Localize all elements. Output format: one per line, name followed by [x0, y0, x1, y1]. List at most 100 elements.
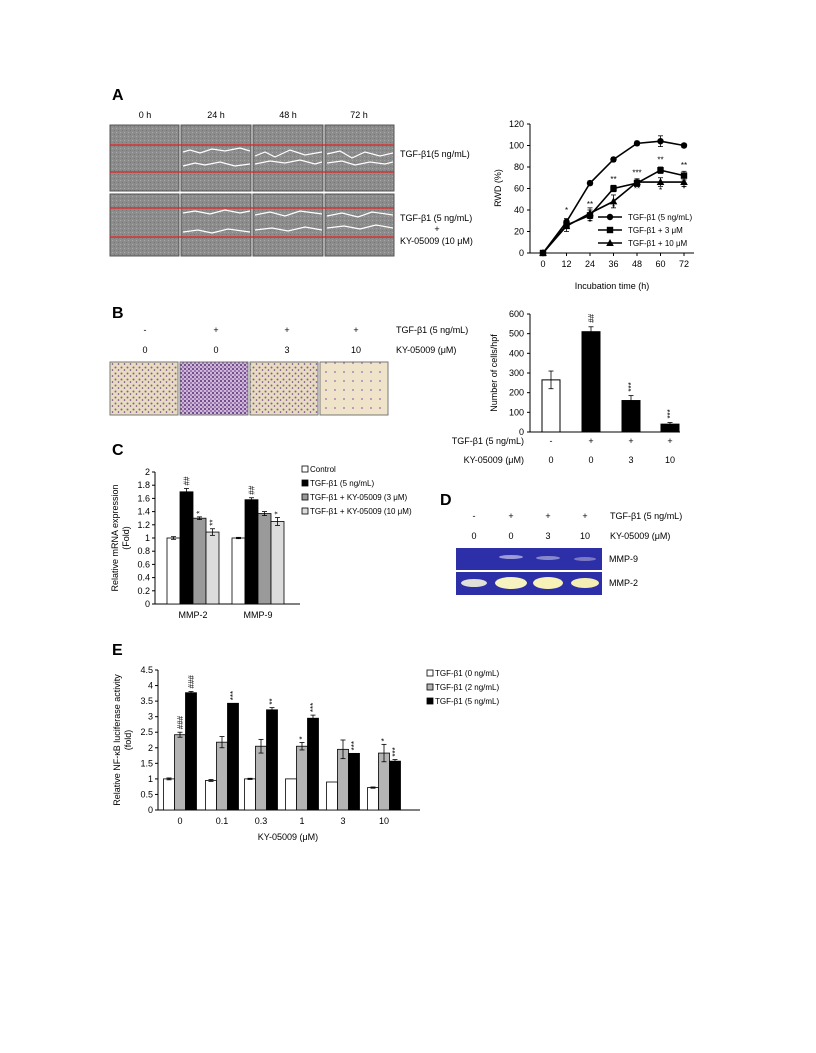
d-tgf-sign-3: + [545, 511, 550, 521]
significance-label: * [380, 738, 389, 741]
legend-swatch [301, 465, 309, 473]
ky-dose: 0 [548, 455, 553, 465]
y-tick-label: 100 [509, 141, 524, 151]
y-tick-label: 3.5 [140, 696, 153, 706]
significance-label: ## [587, 313, 596, 322]
bar [185, 692, 197, 811]
significance-label: *** [229, 691, 238, 700]
y-axis-label-2: (fold) [123, 730, 133, 751]
x-tick-label: 60 [655, 259, 665, 269]
data-point [610, 156, 617, 163]
transwell-micrographs: - + + + TGF-β1 (5 ng/mL) 0 0 3 10 KY-050… [109, 325, 468, 416]
row2-treatment-label-2: + [434, 224, 439, 234]
category-label: 1 [299, 816, 304, 826]
y-tick-label: 200 [509, 388, 524, 398]
data-point [562, 222, 571, 230]
y-tick-label: 4 [148, 681, 153, 691]
nfkb-luciferase-bar-chart: Relative NF-κB luciferase activity (fold… [112, 665, 500, 842]
legend-label: Control [310, 465, 336, 474]
gel-bands [461, 555, 599, 589]
data-point [539, 249, 547, 256]
wound-healing-micrographs: 0 h 24 h 48 h 72 h [109, 110, 473, 257]
y-tick-label: 0.6 [137, 559, 150, 569]
y-tick-label: 500 [509, 329, 524, 339]
bar [231, 537, 246, 605]
micrograph-r1-0h [109, 124, 180, 192]
category-label: MMP-2 [179, 610, 208, 620]
significance-label: ** [657, 156, 663, 165]
band-label-mmp2: MMP-2 [609, 578, 638, 588]
wound-edge-lines [110, 144, 394, 238]
panel-letter-c: C [112, 442, 124, 459]
b-ky-dose-4: 10 [351, 345, 361, 355]
significance-label: *** [666, 409, 675, 418]
significance-label: ## [248, 485, 257, 494]
mmp9-band-lane-3 [536, 556, 560, 560]
significance-label: * [682, 185, 685, 194]
x-tick-label: 72 [679, 259, 689, 269]
y-tick-label: 20 [514, 227, 524, 237]
y-tick-label: 2.5 [140, 727, 153, 737]
x-tick-label: 48 [632, 259, 642, 269]
b-chart-tgf-label: TGF-β1 (5 ng/mL) [452, 436, 524, 446]
ky-dose: 10 [665, 455, 675, 465]
data-point [586, 209, 594, 217]
y-tick-label: 1.6 [137, 493, 150, 503]
significance-label: * [659, 186, 662, 195]
d-tgf-sign-4: + [582, 511, 587, 521]
y-tick-label: 1 [145, 533, 150, 543]
data-point [657, 138, 664, 145]
micrograph-r1-72h [324, 124, 395, 192]
transwell-image-3 [249, 361, 319, 416]
y-tick-label: 4.5 [140, 665, 153, 675]
y-tick-label: 1.2 [137, 520, 150, 530]
bar [348, 752, 360, 811]
mmp9-band-lane-4 [574, 557, 596, 561]
panel-letter-d: D [440, 492, 452, 509]
micrograph-r1-48h [252, 124, 324, 192]
legend-swatch [426, 697, 434, 705]
time-label-48h: 48 h [279, 110, 297, 120]
b-ky-label: KY-05009 (μM) [396, 345, 456, 355]
legend-marker [606, 239, 614, 246]
data-point [657, 167, 664, 174]
significance-label: * [196, 511, 205, 514]
y-axis-label: RWD (%) [493, 169, 503, 207]
legend-marker [606, 213, 614, 221]
significance-label: * [565, 206, 568, 215]
y-tick-label: 0.8 [137, 546, 150, 556]
y-tick-label: 0.2 [137, 586, 150, 596]
y-tick-label: 2 [148, 743, 153, 753]
mmp9-band-lane-2 [499, 555, 523, 559]
band-label-mmp9: MMP-9 [609, 554, 638, 564]
mmp2-band-lane-1 [461, 579, 487, 587]
b-tgf-sign-3: + [284, 325, 289, 335]
y-tick-label: 120 [509, 119, 524, 129]
significance-label: * [612, 203, 615, 212]
y-tick-label: 40 [514, 205, 524, 215]
micrograph-r2-0h [109, 193, 180, 257]
gel-mmp2-lane-block [456, 572, 602, 595]
bar [266, 709, 278, 811]
mmp2-band-lane-2 [495, 577, 527, 589]
y-tick-label: 1.8 [137, 480, 150, 490]
b-tgf-sign-1: - [144, 325, 147, 335]
bar [389, 760, 401, 811]
rwd-line-chart: RWD (%) Incubation time (h) 0 20 40 60 80 100… [493, 119, 694, 291]
y-tick-label: 0 [148, 805, 153, 815]
data-point [609, 197, 618, 205]
tgf-sign: + [667, 436, 672, 446]
b-chart-ky-label: KY-05009 (μM) [464, 455, 524, 465]
time-label-72h: 72 h [350, 110, 368, 120]
significance-label: ** [209, 520, 218, 526]
d-tgf-sign-1: - [473, 511, 476, 521]
bar [326, 781, 338, 811]
b-tgf-label: TGF-β1 (5 ng/mL) [396, 325, 468, 335]
b-ky-dose-3: 3 [284, 345, 289, 355]
y-tick-label: 2 [145, 467, 150, 477]
significance-label: ** [681, 161, 687, 170]
significance-label: *** [632, 169, 641, 178]
panel-letter-e: E [112, 642, 123, 659]
legend-label: TGF-β1 + 10 μM [628, 239, 688, 248]
data-point [633, 140, 641, 147]
